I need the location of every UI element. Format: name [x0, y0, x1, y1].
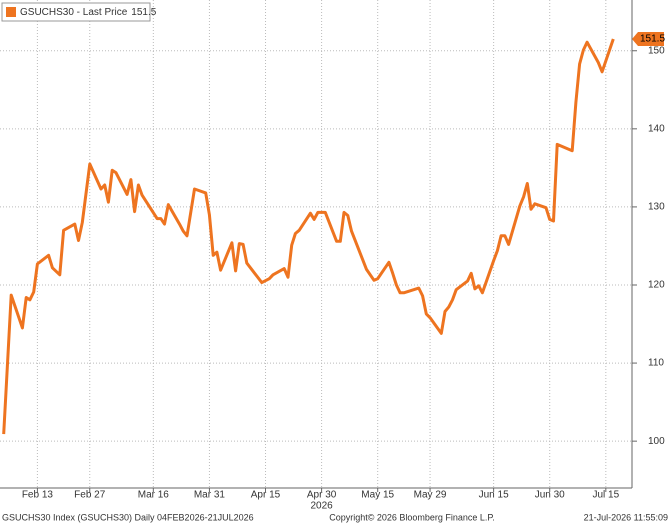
footer-right: 21-Jul-2026 11:55:09	[584, 512, 668, 522]
legend-label: GSUCHS30 - Last Price 151.5	[20, 7, 157, 18]
x-tick-label: Feb 27	[74, 490, 106, 501]
x-tick-label: May 15	[361, 490, 394, 501]
legend-box	[1, 2, 151, 22]
y-tick-label: 120	[648, 280, 665, 291]
x-year-label: 2026	[310, 501, 333, 512]
legend-name: GSUCHS30 - Last Price	[20, 7, 128, 18]
y-tick-label: 140	[648, 123, 665, 134]
footer-left: GSUCHS30 Index (GSUCHS30) Daily 04FEB202…	[2, 512, 254, 522]
footer-center: Copyright© 2026 Bloomberg Finance L.P.	[329, 512, 495, 522]
y-tick-label: 150	[648, 45, 665, 56]
legend-swatch	[6, 7, 16, 17]
y-tick-label: 110	[648, 358, 664, 369]
x-tick-label: Feb 13	[22, 490, 54, 501]
x-tick-label: Mar 16	[138, 490, 170, 501]
legend: GSUCHS30 - Last Price 151.5	[1, 2, 157, 22]
last-price-tag	[632, 32, 664, 47]
legend-last-value: 151.5	[131, 7, 156, 18]
x-tick-label: Jun 30	[535, 490, 565, 501]
x-tick-label: Mar 31	[194, 490, 226, 501]
y-tick-label: 100	[648, 436, 665, 447]
series-line	[2, 38, 615, 435]
x-tick-label: Jul 15	[592, 490, 619, 501]
x-tick-label: Apr 30	[307, 490, 337, 501]
x-tick-label: May 29	[414, 490, 447, 501]
x-tick-label: Jun 15	[479, 490, 509, 501]
y-tick-label: 130	[648, 202, 665, 213]
last-price-label: 151.5	[640, 34, 665, 45]
x-tick-label: Apr 15	[251, 490, 281, 501]
